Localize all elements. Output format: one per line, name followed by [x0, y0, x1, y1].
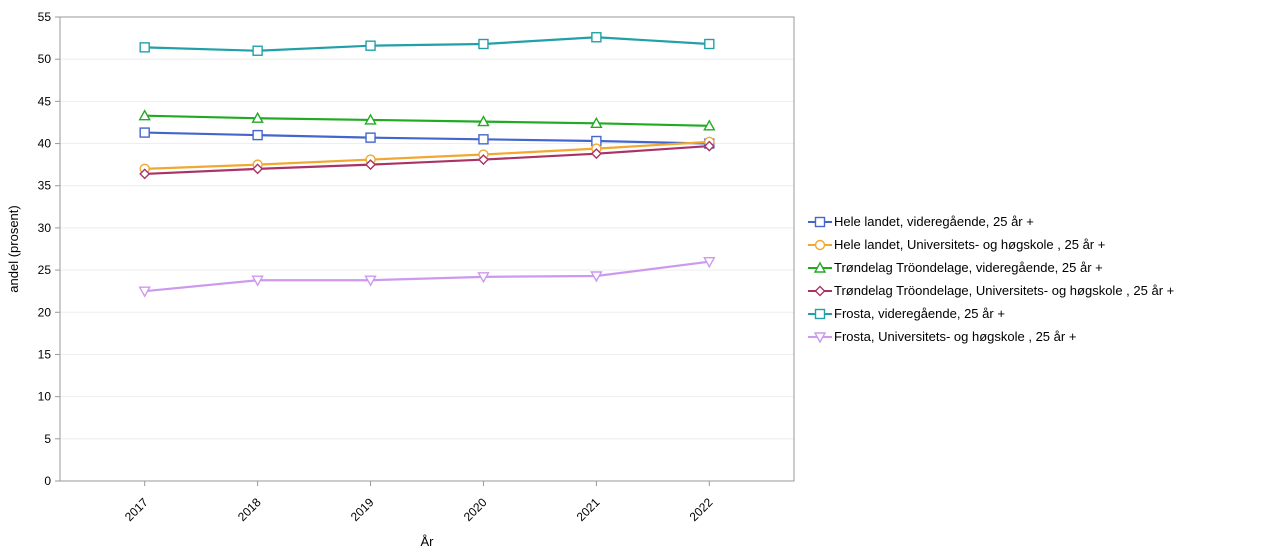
legend-item: Trøndelag Tröondelage, videregående, 25 …	[808, 256, 1174, 279]
y-tick-label: 0	[44, 474, 51, 488]
y-tick-label: 35	[38, 179, 52, 193]
data-point	[139, 127, 150, 138]
legend-label: Frosta, videregående, 25 år +	[834, 306, 1005, 321]
x-tick-label: 2022	[687, 495, 716, 524]
y-tick-label: 20	[38, 305, 52, 319]
legend-marker	[813, 331, 827, 343]
data-point	[703, 140, 715, 152]
data-point	[590, 148, 602, 160]
legend-item: Hele landet, Universitets- og høgskole ,…	[808, 233, 1174, 256]
y-tick-label: 50	[38, 52, 52, 66]
legend-marker	[814, 216, 826, 227]
data-point	[139, 168, 151, 180]
legend-swatch	[808, 261, 832, 273]
data-point	[138, 286, 151, 298]
y-tick-label: 10	[38, 390, 52, 404]
data-point	[364, 275, 377, 287]
data-point	[703, 256, 716, 269]
series-line	[144, 114, 710, 127]
data-point	[477, 272, 490, 284]
series-line	[144, 36, 710, 52]
x-axis-ticks: 2017 2018 2019 2020 2021 2022	[122, 481, 716, 524]
data-point	[251, 111, 264, 123]
legend-label: Hele landet, videregående, 25 år +	[834, 214, 1034, 229]
legend-label: Trøndelag Tröondelage, Universitets- og …	[834, 283, 1175, 298]
series-5	[139, 32, 715, 56]
data-point	[138, 109, 151, 121]
y-tick-label: 30	[38, 221, 52, 235]
x-tick-label: 2020	[461, 495, 490, 524]
data-point	[590, 271, 603, 283]
data-point	[478, 134, 489, 145]
legend-label: Hele landet, Universitets- og høgskole ,…	[834, 237, 1106, 252]
series-1	[139, 127, 715, 149]
series-line	[144, 260, 710, 293]
legend-swatch	[808, 239, 832, 250]
legend-marker	[814, 285, 826, 296]
y-tick-label: 5	[44, 432, 51, 446]
x-axis-title: År	[421, 534, 435, 549]
legend-item: Frosta, Universitets- og høgskole , 25 å…	[808, 325, 1174, 348]
legend-item: Hele landet, videregående, 25 år +	[808, 210, 1174, 233]
y-axis-title: andel (prosent)	[6, 205, 21, 292]
series-4	[139, 140, 715, 180]
legend-label: Trøndelag Tröondelage, videregående, 25 …	[834, 260, 1103, 275]
data-point	[477, 115, 490, 127]
legend: Hele landet, videregående, 25 år + Hele l…	[808, 210, 1174, 348]
data-point	[365, 159, 377, 171]
data-point	[365, 132, 376, 143]
data-point	[477, 154, 489, 166]
legend-label: Frosta, Universitets- og høgskole , 25 å…	[834, 329, 1077, 344]
grid-lines	[60, 16, 794, 482]
data-point	[365, 40, 376, 51]
x-tick-label: 2017	[122, 495, 151, 524]
data-point	[252, 163, 264, 175]
series-6	[138, 256, 716, 298]
legend-marker	[814, 239, 826, 250]
legend-swatch	[808, 308, 832, 319]
series-line	[144, 131, 710, 145]
legend-swatch	[808, 285, 832, 296]
data-point	[703, 119, 716, 131]
y-tick-label: 40	[38, 137, 52, 151]
series-3	[138, 109, 716, 131]
data-point	[591, 32, 602, 43]
data-point	[590, 116, 603, 128]
x-tick-label: 2021	[574, 495, 603, 524]
data-point	[252, 129, 263, 141]
y-tick-label: 15	[38, 347, 52, 361]
series-line	[144, 140, 710, 170]
series-lines	[138, 32, 716, 298]
data-point	[252, 45, 263, 56]
x-tick-label: 2019	[348, 495, 377, 524]
data-point	[704, 38, 715, 50]
y-tick-label: 25	[38, 263, 52, 277]
y-tick-label: 55	[38, 10, 52, 24]
plot-area-border	[59, 16, 795, 482]
legend-item: Trøndelag Tröondelage, Universitets- og …	[808, 279, 1174, 302]
x-tick-label: 2018	[235, 495, 264, 524]
legend-swatch	[808, 216, 832, 227]
legend-marker	[813, 261, 827, 273]
data-point	[364, 113, 377, 125]
data-point	[251, 275, 264, 287]
y-axis-ticks: 0 5 10 15 20 25 30 35 40 45 50 55	[38, 10, 60, 488]
data-point	[478, 38, 489, 50]
legend-swatch	[808, 331, 832, 343]
y-tick-label: 45	[38, 94, 52, 108]
data-point	[139, 42, 150, 53]
series-line	[144, 144, 710, 176]
legend-item: Frosta, videregående, 25 år +	[808, 302, 1174, 325]
legend-marker	[814, 308, 826, 319]
